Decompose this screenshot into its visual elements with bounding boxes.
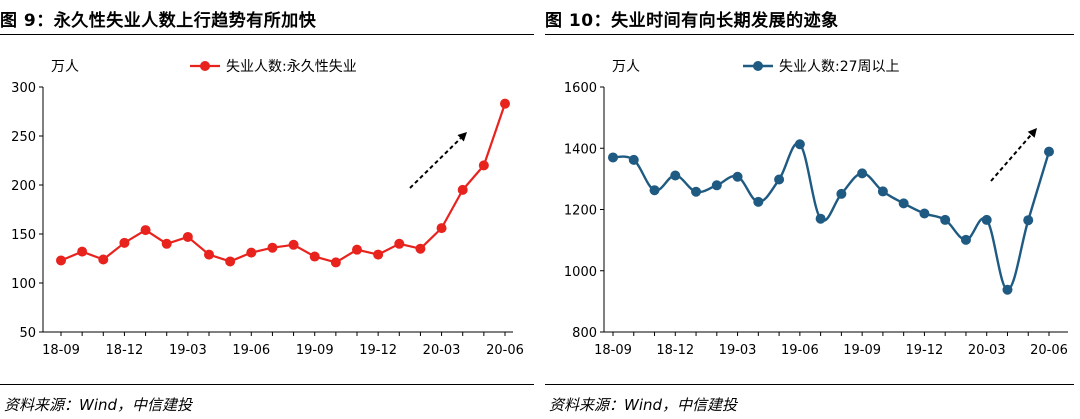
y-tick-label: 1000 — [564, 265, 597, 280]
unit-label: 万人 — [51, 59, 79, 75]
y-tick-label: 250 — [11, 130, 36, 145]
data-point — [478, 160, 489, 171]
trend-arrow-head — [1027, 128, 1037, 138]
chart-title: 图 10：失业时间有向长期发展的迹象 — [545, 11, 839, 31]
source-note: 资料来源：Wind，中信建投 — [4, 396, 193, 414]
y-tick-label: 200 — [11, 179, 36, 194]
source-note: 资料来源：Wind，中信建投 — [549, 396, 738, 414]
data-point — [457, 184, 468, 195]
data-point — [352, 244, 362, 255]
x-tick-label: 19-03 — [169, 343, 207, 358]
data-point — [815, 213, 826, 224]
data-point — [628, 154, 639, 165]
x-tick-label: 20-06 — [486, 343, 524, 358]
title-divider — [545, 34, 1074, 35]
chart-panel-right: 图 10：失业时间有向长期发展的迹象 800 1000 1200 1400 1600 18… — [545, 0, 1080, 419]
y-tick-label: 800 — [572, 326, 597, 341]
data-point — [1023, 215, 1034, 226]
unit-label: 万人 — [612, 59, 640, 75]
legend-marker — [200, 61, 210, 71]
data-point — [794, 139, 805, 150]
x-tick-label: 19-03 — [719, 343, 757, 358]
data-point — [373, 249, 384, 260]
x-tick-label: 18-09 — [42, 343, 80, 358]
data-point — [836, 188, 847, 199]
data-point — [309, 251, 320, 262]
x-tick-label: 18-12 — [106, 343, 144, 358]
legend-marker — [753, 61, 763, 71]
data-point — [288, 239, 299, 250]
data-point — [140, 225, 151, 236]
y-tick-label: 150 — [11, 228, 36, 243]
y-tick-label: 1200 — [564, 204, 597, 219]
data-point — [500, 98, 510, 109]
data-point — [691, 186, 702, 197]
x-tick-label: 20-06 — [1030, 343, 1068, 358]
data-point — [774, 174, 785, 185]
line-chart: 800 1000 1200 1400 1600 18-09 18-12 19-03 19-06 1… — [564, 59, 1068, 358]
source-divider — [0, 384, 534, 385]
chart-panel-left: 图 9：永久性失业人数上行趋势有所加快 50 100 150 200 250 300 18-… — [0, 11, 534, 414]
data-point — [1002, 284, 1013, 295]
y-tick-label: 300 — [11, 81, 36, 96]
x-tick-label: 19-06 — [781, 343, 819, 358]
data-point — [940, 214, 951, 225]
y-tick-label: 100 — [11, 277, 36, 292]
data-point — [98, 254, 109, 265]
data-point — [77, 246, 88, 257]
data-point — [670, 170, 681, 181]
data-point — [649, 185, 660, 196]
x-tick-label: 20-03 — [968, 343, 1006, 358]
data-point — [877, 186, 888, 197]
data-point — [919, 208, 930, 219]
title-divider — [0, 34, 534, 35]
data-point — [732, 171, 743, 182]
legend-label: 失业人数:永久性失业 — [226, 59, 357, 75]
data-point — [246, 247, 257, 258]
data-point — [225, 256, 236, 267]
data-point — [161, 238, 172, 249]
x-tick-label: 19-06 — [232, 343, 270, 358]
x-tick-label: 19-09 — [843, 343, 881, 358]
data-point — [981, 214, 992, 225]
data-point — [608, 152, 618, 163]
data-point — [898, 198, 909, 209]
data-point — [267, 242, 278, 253]
trend-arrow-head — [457, 132, 467, 142]
data-point — [960, 234, 971, 245]
data-point — [436, 223, 447, 234]
data-point — [857, 168, 868, 179]
source-divider — [545, 384, 1074, 385]
data-point — [182, 231, 193, 242]
trend-arrow-line — [990, 134, 1032, 182]
data-point — [415, 243, 426, 254]
trend-arrow-line — [409, 137, 462, 189]
data-point — [119, 237, 130, 248]
data-point — [394, 238, 405, 249]
x-tick-label: 20-03 — [423, 343, 461, 358]
x-tick-label: 18-09 — [594, 343, 632, 358]
data-point — [204, 249, 214, 260]
data-point — [1044, 146, 1054, 157]
chart-title: 图 9：永久性失业人数上行趋势有所加快 — [0, 11, 317, 31]
x-tick-label: 19-12 — [906, 343, 944, 358]
data-point — [56, 255, 66, 266]
legend-label: 失业人数:27周以上 — [779, 59, 900, 75]
x-tick-label: 18-12 — [656, 343, 694, 358]
data-point — [711, 180, 722, 191]
data-point — [753, 196, 764, 207]
x-tick-label: 19-12 — [359, 343, 397, 358]
y-tick-label: 50 — [19, 326, 36, 341]
data-point — [330, 257, 341, 268]
y-tick-label: 1600 — [564, 81, 597, 96]
x-tick-label: 19-09 — [296, 343, 334, 358]
y-tick-label: 1400 — [564, 142, 597, 157]
line-chart: 50 100 150 200 250 300 18-09 18-12 19-03 19-06 19-… — [11, 59, 524, 358]
series-line — [60, 103, 507, 264]
